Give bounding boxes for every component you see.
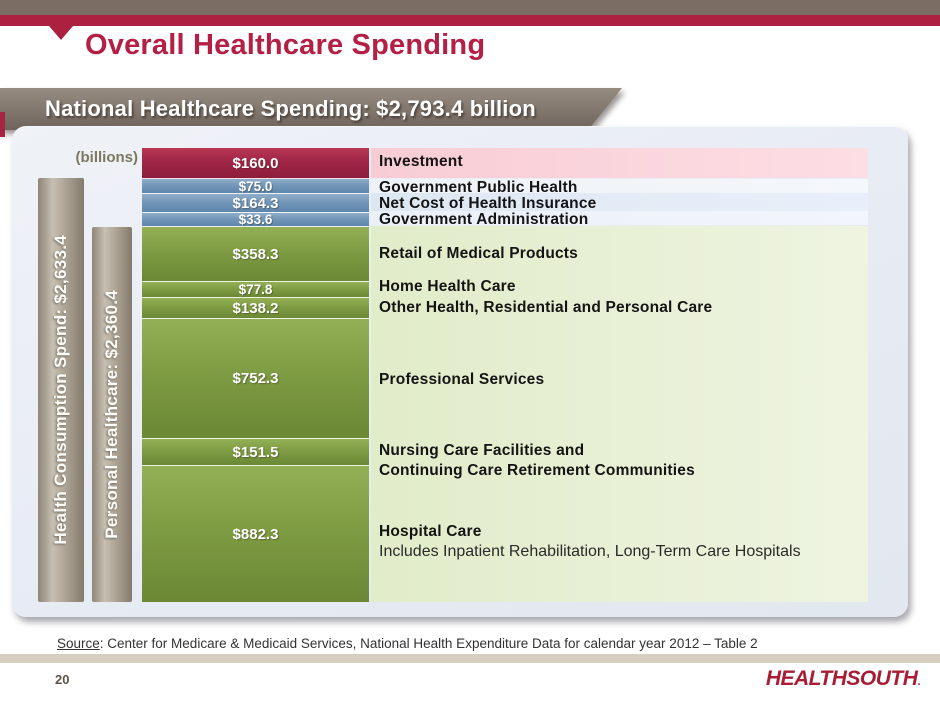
page-title: Overall Healthcare Spending <box>85 29 486 61</box>
segment-label-retail-medical-products: Retail of Medical Products <box>379 245 578 262</box>
footer-divider <box>0 654 940 663</box>
segment-value: $164.3 <box>232 194 279 212</box>
units-label: (billions) <box>75 149 139 166</box>
segment-label-investment: Investment <box>379 153 463 170</box>
aggregate-bar-label: Health Consumption Spend: $2,633.4 <box>51 235 70 545</box>
aggregate-bar-health-consumption: Health Consumption Spend: $2,633.4 <box>38 178 84 602</box>
header-triangle-marker <box>49 26 73 40</box>
segment-label-government-public-health: Government Public Health <box>379 179 578 196</box>
segment-value: $77.8 <box>238 282 273 297</box>
label-band-investment <box>371 148 868 178</box>
segment-label-net-cost-health-insurance: Net Cost of Health Insurance <box>379 195 597 212</box>
segment-value: $160.0 <box>232 154 279 172</box>
source-text: : Center for Medicare & Medicaid Service… <box>99 636 758 651</box>
source-note: Source: Center for Medicare & Medicaid S… <box>57 636 758 651</box>
bar-segment-net-cost-health-insurance: $164.3 <box>142 194 369 213</box>
segment-value: $752.3 <box>232 370 279 387</box>
segment-label-government-administration: Government Administration <box>379 211 589 228</box>
bar-segment-professional-services: $752.3 <box>142 319 369 439</box>
segment-value: $358.3 <box>232 245 279 263</box>
label-band-row <box>371 179 868 193</box>
header-brown-bar <box>0 0 940 15</box>
page-number: 20 <box>55 672 70 687</box>
logo-trademark-mark: . <box>917 676 920 688</box>
aggregate-bar-label: Personal Healthcare: $2,360.4 <box>102 290 121 539</box>
segment-label-other-health-residential: Other Health, Residential and Personal C… <box>379 299 713 316</box>
banner-text: National Healthcare Spending: $2,793.4 b… <box>45 96 536 121</box>
logo-text: HEALTHSOUTH <box>765 667 918 690</box>
segment-sublabel-hospital-care: Includes Inpatient Rehabilitation, Long-… <box>379 543 801 560</box>
segment-label-nursing-care-facilities: Nursing Care Facilities and Continuing C… <box>379 442 695 479</box>
bar-segment-investment: $160.0 <box>142 148 369 179</box>
bar-segment-retail-medical-products: $358.3 <box>142 227 369 282</box>
stacked-bar: $160.0 $75.0 $164.3 $33.6 $358.3 $77.8 $… <box>142 148 369 602</box>
segment-value: $33.6 <box>238 212 273 227</box>
aggregate-bar-personal-healthcare: Personal Healthcare: $2,360.4 <box>92 227 132 602</box>
label-band-row <box>371 193 868 211</box>
segment-value: $138.2 <box>232 299 279 317</box>
healthsouth-logo: HEALTHSOUTH. <box>765 667 921 691</box>
bar-segment-home-health-care: $77.8 <box>142 282 369 298</box>
bar-segment-government-administration: $33.6 <box>142 212 369 227</box>
segment-value: $882.3 <box>232 525 279 543</box>
bar-segment-hospital-care: $882.3 <box>142 466 369 602</box>
bar-segment-nursing-care-facilities: $151.5 <box>142 439 369 466</box>
segment-label-hospital-care: Hospital Care <box>379 523 482 540</box>
header-accent-stripe <box>0 15 940 26</box>
segment-value: $75.0 <box>238 178 273 194</box>
label-band-row <box>371 211 868 225</box>
label-band-personal-healthcare <box>371 226 868 602</box>
source-label: Source <box>57 636 100 651</box>
bar-segment-other-health-residential: $138.2 <box>142 298 369 319</box>
banner: National Healthcare Spending: $2,793.4 b… <box>0 88 622 130</box>
banner-left-accent <box>0 112 5 137</box>
segment-value: $151.5 <box>232 443 279 461</box>
segment-label-home-health-care: Home Health Care <box>379 278 516 295</box>
banner-shape: National Healthcare Spending: $2,793.4 b… <box>0 88 622 130</box>
label-band-government <box>371 179 868 225</box>
segment-label-professional-services: Professional Services <box>379 371 545 388</box>
bar-segment-government-public-health: $75.0 <box>142 179 369 194</box>
